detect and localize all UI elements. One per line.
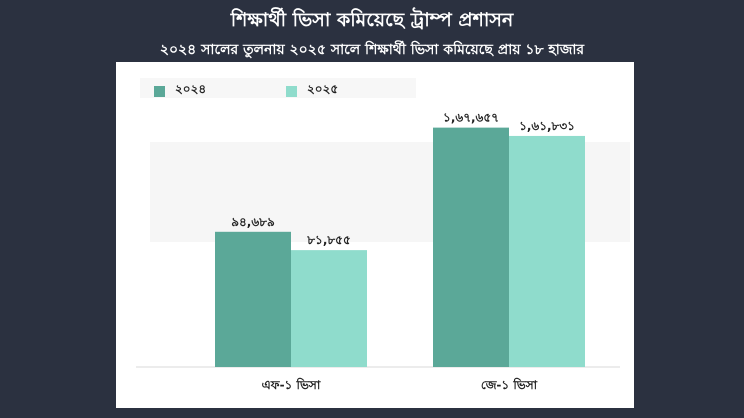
data-label-0-0: ৯৪,৬৮৯: [231, 215, 275, 229]
bar-1-0: [433, 127, 509, 367]
legend-label-2025: ২০২৫: [307, 82, 339, 96]
chart-subtitle: ২০২৪ সালের তুলনায় ২০২৫ সালে শিক্ষার্থী …: [159, 42, 585, 58]
data-label-1-1: ১,৬১,৮৩১: [519, 119, 575, 133]
legend-swatch-2025: [286, 85, 297, 97]
data-label-1-0: ১,৬৭,৬৫৭: [443, 111, 499, 125]
legend-swatch-2024: [154, 85, 165, 97]
bar-0-0: [215, 231, 291, 367]
legend: ২০২৪ ২০২৫: [140, 78, 416, 98]
legend-item-2024: ২০২৪: [154, 81, 206, 101]
category-label-0: এফ-১ ভিসা: [262, 377, 321, 392]
legend-label-2024: ২০২৪: [175, 82, 207, 96]
data-label-0-1: ৮১,৮৫৫: [306, 233, 351, 247]
category-label-1: জে-১ ভিসা: [481, 377, 538, 392]
bar-0-1: [291, 250, 367, 367]
bar-1-1: [509, 135, 585, 367]
legend-item-2025: ২০২৫: [286, 81, 338, 101]
chart-title: শিক্ষার্থী ভিসা কমিয়েছে ট্রাম্প প্রশাসন: [230, 9, 514, 31]
